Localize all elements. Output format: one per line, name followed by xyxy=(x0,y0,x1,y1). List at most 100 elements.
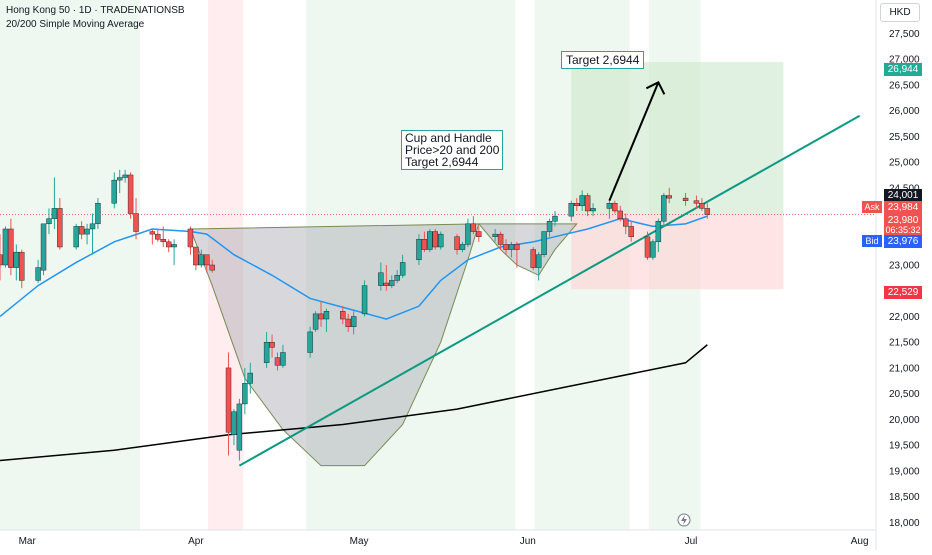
x-tick-label: Jun xyxy=(520,536,536,547)
y-tick-label: 27,500 xyxy=(889,29,920,40)
candle-body xyxy=(503,244,509,250)
candle-body xyxy=(454,236,460,250)
target-price-label: 26,944 xyxy=(884,63,922,76)
x-tick-label: Apr xyxy=(188,536,204,547)
candle-body xyxy=(89,223,96,230)
y-tick-label: 18,500 xyxy=(889,492,920,503)
bid-price-label: 23,976 xyxy=(884,235,922,248)
candle-body xyxy=(95,203,101,225)
candle-body xyxy=(78,226,85,235)
candle-body xyxy=(438,233,444,248)
indicator-legend[interactable]: 20/200 Simple Moving Average xyxy=(6,19,145,30)
candle-body xyxy=(617,210,623,219)
candle-body xyxy=(628,226,634,237)
candle-body xyxy=(274,357,281,366)
pattern-annotation[interactable]: Cup and Handle Price>20 and 200 Target 2… xyxy=(401,130,504,170)
candle-body xyxy=(73,226,79,248)
candle-body xyxy=(465,223,471,245)
candle-body xyxy=(704,208,711,215)
candle-body xyxy=(19,251,25,281)
y-tick-label: 23,000 xyxy=(889,261,920,272)
candle-body xyxy=(345,318,351,327)
candle-body xyxy=(236,403,243,451)
candle-body xyxy=(280,352,286,366)
candle-body xyxy=(242,383,248,405)
candle-body xyxy=(198,254,205,266)
candle-body xyxy=(171,244,177,248)
last-price-label: 23,980 xyxy=(884,214,922,227)
candle-body xyxy=(606,203,613,209)
x-tick-label: Mar xyxy=(19,536,37,547)
y-tick-label: 19,000 xyxy=(889,466,920,477)
candle-body xyxy=(612,203,618,212)
stop-price-label: 22,529 xyxy=(884,286,922,299)
candle-body xyxy=(541,231,547,255)
candle-body xyxy=(383,282,390,286)
candle-body xyxy=(193,246,199,266)
y-tick-label: 22,000 xyxy=(889,312,920,323)
candle-body xyxy=(682,197,689,201)
candle-body xyxy=(133,213,139,232)
candle-body xyxy=(584,195,591,212)
y-tick-label: 18,000 xyxy=(889,518,920,529)
candle-body xyxy=(0,254,3,266)
candle-body xyxy=(432,231,438,248)
candle-body xyxy=(514,244,520,250)
candle-body xyxy=(492,233,498,237)
currency-label[interactable]: HKD xyxy=(880,3,920,22)
candle-body xyxy=(8,228,14,268)
target-annotation[interactable]: Target 2,6944 xyxy=(561,51,645,69)
candle-body xyxy=(111,179,117,204)
high-price-label: 24,001 xyxy=(884,189,922,202)
candle-body xyxy=(127,174,134,214)
candle-body xyxy=(476,231,482,237)
candle-body xyxy=(122,174,128,178)
session-band-green xyxy=(306,0,516,530)
candle-body xyxy=(117,177,123,181)
candle-body xyxy=(399,262,406,276)
x-tick-label: Jul xyxy=(685,536,698,547)
bid-tag: Bid xyxy=(862,235,882,247)
candle-body xyxy=(655,221,662,243)
candle-body xyxy=(323,311,330,320)
x-tick-label: May xyxy=(350,536,369,547)
y-tick-label: 27,000 xyxy=(889,55,920,66)
candle-body xyxy=(155,233,161,240)
candle-body xyxy=(661,195,667,222)
candle-body xyxy=(623,218,629,227)
candle-body xyxy=(693,200,700,204)
cup-shape xyxy=(189,223,480,467)
candle-body xyxy=(57,208,63,248)
currency-text: HKD xyxy=(889,7,911,18)
ask-tag: Ask xyxy=(862,201,882,213)
sma-200-line xyxy=(0,344,708,462)
candle-body xyxy=(2,228,9,266)
y-tick-label: 26,000 xyxy=(889,106,920,117)
candle-body xyxy=(231,411,237,436)
candle-body xyxy=(46,218,52,225)
candle-body xyxy=(650,241,656,258)
candle-body xyxy=(247,372,253,384)
candle-body xyxy=(269,341,275,348)
candle-body xyxy=(699,203,705,209)
candle-body xyxy=(149,231,156,235)
candle-body xyxy=(209,264,215,271)
y-tick-label: 26,500 xyxy=(889,80,920,91)
candle-body xyxy=(13,251,20,268)
candle-body xyxy=(579,195,585,207)
candle-body xyxy=(340,311,346,320)
y-tick-label: 25,000 xyxy=(889,158,920,169)
x-tick-label: Aug xyxy=(851,536,869,547)
candle-body xyxy=(378,272,384,286)
position-stop-zone xyxy=(571,214,784,290)
target-arrow xyxy=(608,81,660,202)
candle-body xyxy=(307,331,313,353)
candle-body xyxy=(312,313,319,330)
candle-body xyxy=(666,195,672,199)
sma-20-line xyxy=(0,215,708,320)
candle-body xyxy=(350,316,357,327)
candle-body xyxy=(225,367,232,433)
candle-body xyxy=(574,203,580,207)
